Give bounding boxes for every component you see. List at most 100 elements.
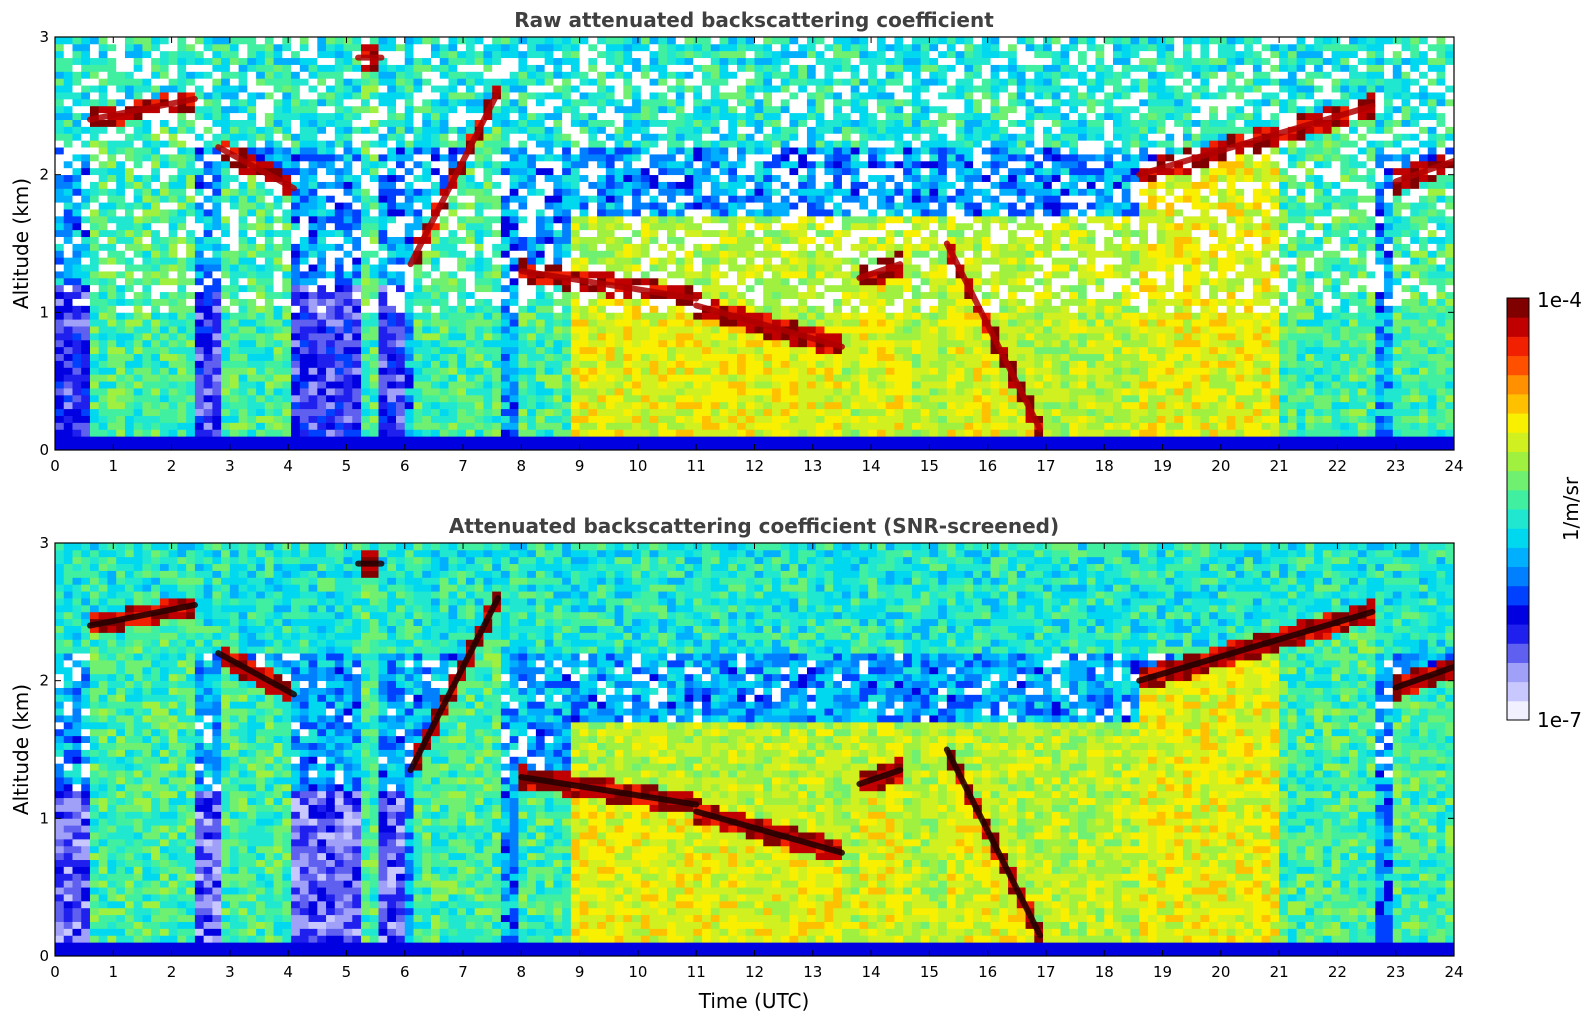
heatmap-cell	[177, 50, 187, 59]
heatmap-cell	[98, 332, 108, 341]
heatmap-cell	[710, 50, 720, 59]
heatmap-cell	[203, 112, 213, 120]
heatmap-cell	[308, 126, 318, 134]
heatmap-cell	[299, 388, 309, 396]
heatmap-cell	[229, 257, 240, 265]
heatmap-cell	[562, 195, 572, 203]
heatmap-cell	[649, 64, 659, 72]
heatmap-cell	[194, 167, 205, 176]
heatmap-cell	[369, 167, 379, 176]
heatmap-cell	[413, 43, 423, 52]
heatmap-cell	[667, 229, 677, 238]
heatmap-cell	[299, 37, 309, 45]
heatmap-cell	[483, 408, 493, 416]
heatmap-cell	[133, 154, 143, 162]
heatmap-cell	[518, 85, 528, 93]
heatmap-cell	[422, 443, 432, 450]
heatmap-cell	[614, 43, 624, 52]
heatmap-cell	[291, 367, 301, 375]
heatmap-cell	[518, 277, 528, 286]
heatmap-cell	[326, 401, 336, 410]
heatmap-cell	[684, 209, 694, 217]
heatmap-cell	[439, 181, 449, 189]
heatmap-cell	[212, 422, 222, 430]
heatmap-cell	[212, 339, 222, 348]
heatmap-image	[55, 37, 1454, 450]
heatmap-cell	[387, 229, 397, 238]
heatmap-cell	[430, 64, 441, 72]
heatmap-cell	[562, 71, 572, 79]
heatmap-cell	[518, 374, 528, 382]
heatmap-cell	[124, 436, 135, 444]
heatmap-cell	[282, 271, 292, 279]
heatmap-cell	[553, 443, 563, 450]
heatmap-cell	[308, 312, 318, 320]
heatmap-cell	[430, 264, 441, 272]
heatmap-cell	[63, 174, 73, 182]
heatmap-cell	[142, 415, 152, 423]
heatmap-cell	[422, 64, 432, 72]
heatmap-cell	[194, 291, 205, 299]
heatmap-cell	[518, 353, 528, 361]
heatmap-cell	[509, 160, 519, 169]
heatmap-cell	[72, 408, 82, 416]
heatmap-cell	[229, 181, 240, 189]
heatmap-cell	[518, 250, 528, 258]
heatmap-cell	[597, 236, 607, 244]
heatmap-cell	[177, 312, 187, 320]
heatmap-cell	[658, 98, 668, 107]
heatmap-cell	[439, 71, 449, 79]
heatmap-cell	[98, 443, 108, 450]
heatmap-cell	[107, 215, 117, 224]
heatmap-cell	[203, 188, 213, 196]
heatmap-cell	[632, 388, 642, 396]
heatmap-cell	[675, 181, 685, 189]
heatmap-cell	[186, 394, 196, 403]
heatmap-cell	[177, 154, 187, 162]
heatmap-cell	[291, 415, 301, 423]
heatmap-cell	[142, 298, 152, 306]
heatmap-cell	[98, 188, 108, 196]
heatmap-cell	[343, 332, 353, 341]
heatmap-cell	[352, 229, 362, 238]
heatmap-cell	[334, 181, 344, 189]
heatmap-cell	[168, 112, 178, 120]
heatmap-cell	[623, 339, 633, 348]
heatmap-cell	[509, 257, 519, 265]
heatmap-cell	[396, 339, 406, 348]
heatmap-cell	[404, 105, 414, 114]
heatmap-cell	[81, 71, 91, 79]
heatmap-cell	[361, 119, 371, 127]
heatmap-cell	[588, 291, 598, 299]
heatmap-cell	[702, 408, 712, 416]
heatmap-cell	[186, 57, 196, 65]
heatmap-cell	[299, 394, 309, 403]
heatmap-cell	[273, 271, 283, 279]
heatmap-cell	[562, 312, 572, 320]
heatmap-cell	[719, 126, 729, 134]
heatmap-cell	[562, 298, 572, 306]
heatmap-cell	[159, 319, 170, 327]
heatmap-cell	[702, 43, 712, 52]
heatmap-cell	[684, 250, 694, 258]
heatmap-cell	[186, 422, 196, 430]
heatmap-cell	[273, 85, 283, 93]
heatmap-cell	[378, 222, 388, 231]
heatmap-cell	[291, 126, 301, 134]
heatmap-cell	[133, 367, 143, 375]
heatmap-cell	[562, 181, 572, 189]
heatmap-cell	[142, 436, 152, 444]
heatmap-cell	[509, 126, 519, 134]
heatmap-cell	[98, 202, 108, 210]
heatmap-cell	[334, 374, 344, 382]
heatmap-cell	[579, 422, 589, 430]
heatmap-cell	[492, 367, 502, 375]
heatmap-cell	[422, 112, 432, 120]
heatmap-cell	[614, 305, 624, 313]
heatmap-cell	[264, 422, 274, 430]
heatmap-cell	[396, 167, 406, 176]
heatmap-cell	[667, 319, 677, 327]
heatmap-cell	[448, 326, 458, 334]
heatmap-cell	[124, 57, 135, 65]
heatmap-cell	[107, 154, 117, 162]
